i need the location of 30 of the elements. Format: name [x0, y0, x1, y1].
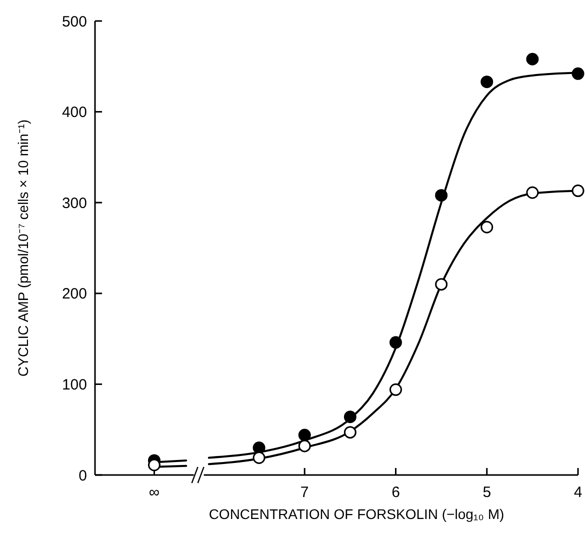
point: [435, 278, 448, 291]
point: [148, 458, 160, 472]
x-tick-label: 5: [482, 484, 492, 501]
y-tick-label: 500: [62, 13, 87, 30]
y-axis-title: CYCLIC AMP (pmol/10⁻⁷ cells × 10 min⁻¹): [15, 119, 31, 377]
y-tick-label: 400: [62, 104, 87, 122]
point: [480, 220, 494, 234]
point: [298, 428, 311, 442]
y-tick-label: 100: [62, 376, 87, 394]
point: [435, 189, 448, 202]
point: [344, 426, 356, 439]
point: [344, 410, 356, 424]
point: [252, 452, 266, 464]
x-axis-title: CONCENTRATION OF FORSKOLIN (−log₁₀ M): [208, 506, 504, 522]
point: [572, 67, 584, 80]
point: [389, 336, 402, 349]
y-tick-label: 0: [78, 467, 87, 484]
point: [572, 184, 584, 198]
point: [298, 440, 311, 452]
y-tick-label: 200: [62, 286, 87, 303]
point: [389, 383, 402, 396]
point: [526, 186, 539, 199]
x-tick-label: 4: [574, 484, 582, 501]
x-tick-label: ∞: [148, 484, 160, 501]
x-tick-label: 7: [300, 484, 309, 501]
x-tick-label: 6: [392, 484, 400, 501]
point: [526, 52, 539, 66]
point: [480, 76, 494, 88]
point: [252, 442, 266, 454]
y-tick-label: 300: [62, 194, 87, 212]
